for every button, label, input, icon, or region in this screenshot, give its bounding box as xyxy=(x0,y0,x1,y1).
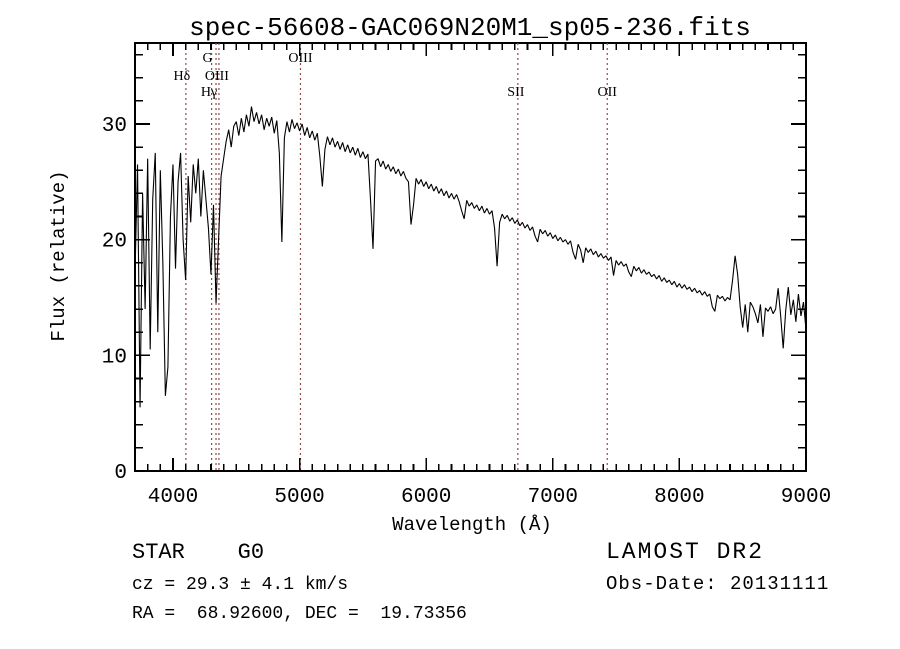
spectral-line-label: Hγ xyxy=(201,85,217,100)
axis-tick-labels: 4000 5000 6000 7000 8000 9000 0 10 20 30 xyxy=(102,115,831,509)
spectral-line-label: OIII xyxy=(288,51,312,66)
spectral-line-label: OIII xyxy=(205,69,229,84)
x-tick-label: 6000 xyxy=(401,486,451,509)
spectral-line-label: SII xyxy=(507,85,524,100)
survey-release-label: LAMOST DR2 xyxy=(606,539,764,565)
x-axis-label: Wavelength (Å) xyxy=(392,514,552,536)
footer-annotations: STAR G0 cz = 29.3 ± 4.1 km/s RA = 68.926… xyxy=(132,539,829,624)
spectral-line-label: Hδ xyxy=(174,69,191,84)
x-tick-label: 8000 xyxy=(654,486,704,509)
plot-title: spec-56608-GAC069N20M1_sp05-236.fits xyxy=(189,13,751,43)
object-class-label: STAR G0 xyxy=(132,540,264,565)
x-tick-label: 7000 xyxy=(528,486,578,509)
spectrum-trace xyxy=(134,106,807,408)
x-tick-label: 5000 xyxy=(274,486,324,509)
spectral-line-markers xyxy=(185,43,608,471)
y-tick-label: 20 xyxy=(102,231,127,254)
plot-frame xyxy=(134,42,807,472)
y-axis-label: Flux (relative) xyxy=(48,170,70,341)
y-tick-label: 30 xyxy=(102,115,127,138)
x-tick-label: 9000 xyxy=(781,486,831,509)
cz-value-label: cz = 29.3 ± 4.1 km/s xyxy=(132,575,348,595)
spectral-line-label: G xyxy=(203,51,213,66)
obs-date-label: Obs-Date: 20131111 xyxy=(606,573,829,595)
ra-dec-label: RA = 68.92600, DEC = 19.73356 xyxy=(132,604,467,624)
y-tick-label: 0 xyxy=(114,462,127,485)
axis-ticks xyxy=(134,43,807,472)
x-tick-label: 4000 xyxy=(148,486,198,509)
y-tick-label: 10 xyxy=(102,346,127,369)
spectral-line-label: OII xyxy=(598,85,618,100)
